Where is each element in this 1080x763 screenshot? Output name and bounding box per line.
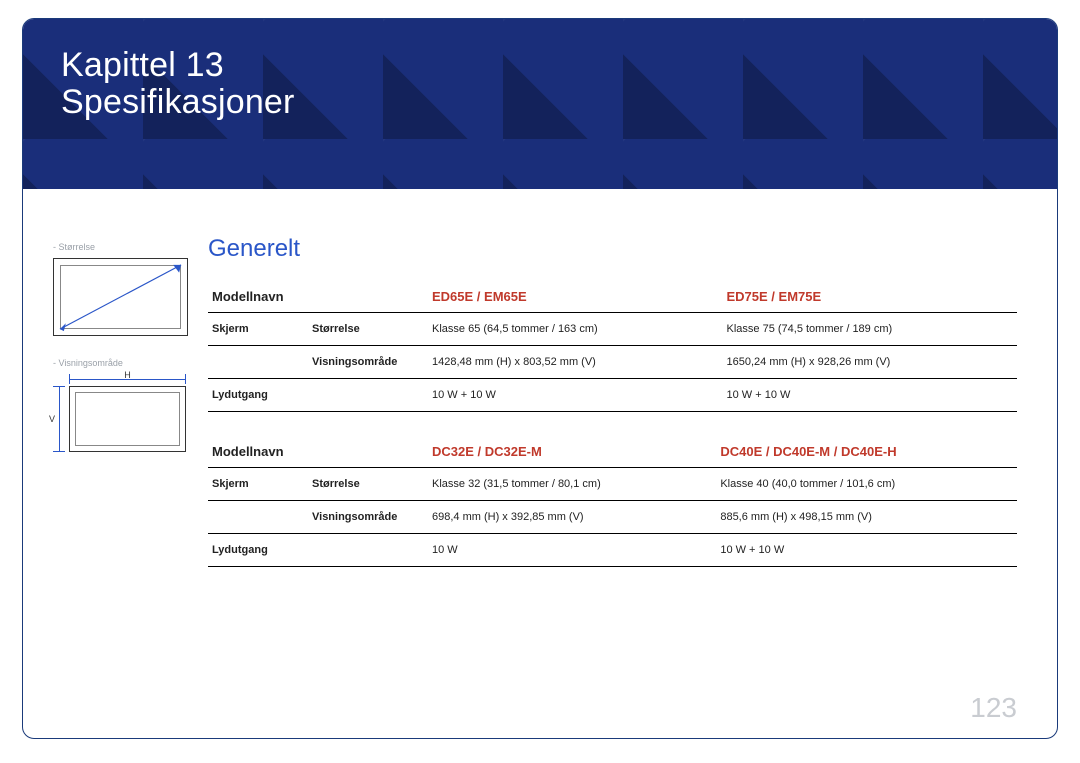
- table-row: Skjerm Størrelse Klasse 65 (64,5 tommer …: [208, 313, 1017, 346]
- row-label: [208, 346, 308, 379]
- row-value: 698,4 mm (H) x 392,85 mm (V): [428, 501, 716, 534]
- row-value: 10 W + 10 W: [716, 534, 1017, 567]
- row-sublabel: [308, 534, 428, 567]
- row-value: Klasse 32 (31,5 tommer / 80,1 cm): [428, 468, 716, 501]
- section-title: Generelt: [208, 235, 1017, 263]
- spec-table-2: Modellnavn DC32E / DC32E-M DC40E / DC40E…: [208, 438, 1017, 567]
- model-col-1: DC32E / DC32E-M: [428, 438, 716, 468]
- row-value: 1428,48 mm (H) x 803,52 mm (V): [428, 346, 723, 379]
- table-header-row: Modellnavn DC32E / DC32E-M DC40E / DC40E…: [208, 438, 1017, 468]
- model-col-1: ED65E / EM65E: [428, 283, 723, 313]
- row-value: 10 W + 10 W: [428, 379, 723, 412]
- table-row: Skjerm Størrelse Klasse 32 (31,5 tommer …: [208, 468, 1017, 501]
- model-header: Modellnavn: [208, 283, 428, 313]
- page-number: 123: [970, 692, 1017, 724]
- row-value: 885,6 mm (H) x 498,15 mm (V): [716, 501, 1017, 534]
- row-label: [208, 501, 308, 534]
- row-sublabel: [308, 379, 428, 412]
- row-value: Klasse 40 (40,0 tommer / 101,6 cm): [716, 468, 1017, 501]
- dimension-h-icon: H: [69, 374, 186, 384]
- dimension-h-label: H: [122, 370, 133, 380]
- table-row: Lydutgang 10 W + 10 W 10 W + 10 W: [208, 379, 1017, 412]
- diagonal-line-icon: [54, 259, 187, 335]
- size-label: - Størrelse: [53, 242, 208, 252]
- row-label: Lydutgang: [208, 534, 308, 567]
- row-label: Lydutgang: [208, 379, 308, 412]
- row-sublabel: Størrelse: [308, 468, 428, 501]
- dimension-v-icon: V: [53, 386, 65, 452]
- model-col-2: DC40E / DC40E-M / DC40E-H: [716, 438, 1017, 468]
- table-row: Lydutgang 10 W 10 W + 10 W: [208, 534, 1017, 567]
- row-value: 1650,24 mm (H) x 928,26 mm (V): [723, 346, 1018, 379]
- table-header-row: Modellnavn ED65E / EM65E ED75E / EM75E: [208, 283, 1017, 313]
- chapter-title: Spesifikasjoner: [61, 84, 1019, 121]
- row-label: Skjerm: [208, 468, 308, 501]
- chapter-label: Kapittel 13: [61, 47, 1019, 84]
- view-label: - Visningsområde: [53, 358, 208, 368]
- page-frame: Kapittel 13 Spesifikasjoner - Størrelse …: [22, 18, 1058, 739]
- chapter-header: Kapittel 13 Spesifikasjoner: [23, 19, 1057, 189]
- row-label: Skjerm: [208, 313, 308, 346]
- row-sublabel: Visningsområde: [308, 346, 428, 379]
- table-row: Visningsområde 698,4 mm (H) x 392,85 mm …: [208, 501, 1017, 534]
- size-diagram: [53, 258, 188, 336]
- side-diagrams: - Størrelse - Visningsområde H V: [23, 207, 208, 738]
- spec-table-1: Modellnavn ED65E / EM65E ED75E / EM75E S…: [208, 283, 1017, 412]
- view-diagram-inner: [75, 392, 180, 446]
- row-value: Klasse 75 (74,5 tommer / 189 cm): [723, 313, 1018, 346]
- model-col-2: ED75E / EM75E: [723, 283, 1018, 313]
- row-sublabel: Visningsområde: [308, 501, 428, 534]
- row-value: Klasse 65 (64,5 tommer / 163 cm): [428, 313, 723, 346]
- main-column: Generelt Modellnavn ED65E / EM65E ED75E …: [208, 207, 1057, 738]
- table-row: Visningsområde 1428,48 mm (H) x 803,52 m…: [208, 346, 1017, 379]
- content-area: - Størrelse - Visningsområde H V: [23, 207, 1057, 738]
- model-header: Modellnavn: [208, 438, 428, 468]
- view-diagram: H V: [53, 374, 188, 454]
- row-sublabel: Størrelse: [308, 313, 428, 346]
- row-value: 10 W: [428, 534, 716, 567]
- row-value: 10 W + 10 W: [723, 379, 1018, 412]
- dimension-v-label: V: [49, 412, 55, 426]
